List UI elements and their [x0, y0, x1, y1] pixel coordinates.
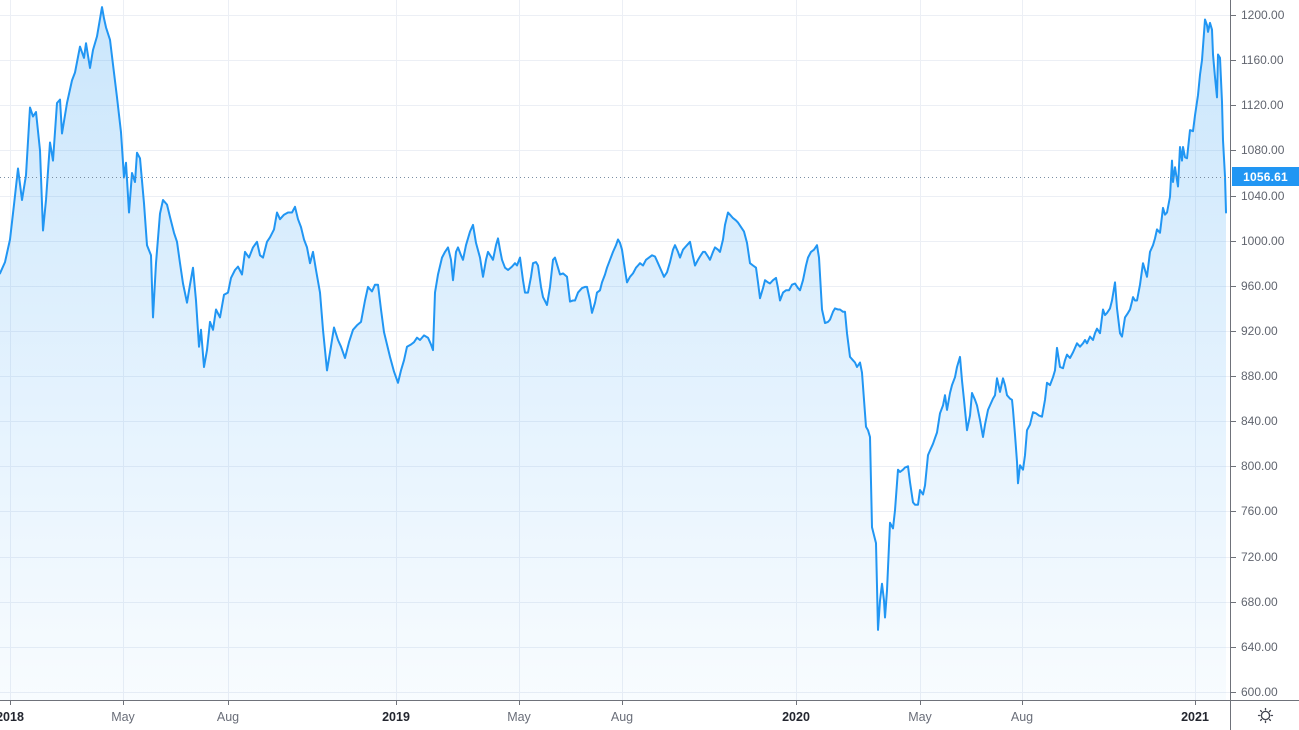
price-tick-mark: [1231, 376, 1236, 377]
price-tick-mark: [1231, 105, 1236, 106]
time-tick-label: Aug: [1010, 710, 1034, 724]
price-tick-mark: [1231, 241, 1236, 242]
time-tick-mark: [10, 701, 11, 705]
time-tick-mark: [123, 701, 124, 705]
last-price-label: 1056.61: [1232, 167, 1299, 186]
price-tick-mark: [1231, 15, 1236, 16]
time-tick-label: 2018: [0, 710, 24, 724]
axis-settings-corner: [1230, 700, 1299, 730]
price-tick-mark: [1231, 60, 1236, 61]
price-tick-label: 640.00: [1241, 640, 1278, 654]
price-tick-label: 840.00: [1241, 414, 1278, 428]
price-line-series: [0, 6, 1227, 631]
price-tick-label: 880.00: [1241, 369, 1278, 383]
time-tick-label: May: [507, 710, 531, 724]
chart-canvas[interactable]: [0, 0, 1230, 700]
price-tick-label: 960.00: [1241, 279, 1278, 293]
time-tick-mark: [519, 701, 520, 705]
price-scale-settings-button[interactable]: [1256, 706, 1275, 725]
time-tick-mark: [396, 701, 397, 705]
price-tick-label: 1080.00: [1241, 143, 1285, 157]
time-tick-label: 2020: [782, 710, 810, 724]
price-tick-label: 920.00: [1241, 324, 1278, 338]
price-tick-label: 1120.00: [1241, 98, 1284, 112]
price-tick-mark: [1231, 150, 1236, 151]
price-tick-label: 680.00: [1241, 595, 1278, 609]
chart-pane[interactable]: [0, 0, 1230, 700]
price-tick-label: 1160.00: [1241, 53, 1284, 67]
time-tick-label: May: [908, 710, 932, 724]
price-tick-mark: [1231, 331, 1236, 332]
price-tick-label: 760.00: [1241, 504, 1278, 518]
price-tick-mark: [1231, 286, 1236, 287]
price-area-fill: [0, 7, 1226, 700]
price-tick-mark: [1231, 466, 1236, 467]
time-tick-mark: [228, 701, 229, 705]
time-tick-mark: [920, 701, 921, 705]
price-tick-mark: [1231, 692, 1236, 693]
price-tick-mark: [1231, 511, 1236, 512]
time-tick-mark: [622, 701, 623, 705]
price-tick-label: 720.00: [1241, 550, 1278, 564]
time-tick-label: 2019: [382, 710, 410, 724]
time-tick-mark: [1195, 701, 1196, 705]
price-tick-label: 1200.00: [1241, 8, 1285, 22]
gear-icon: [1257, 707, 1273, 724]
time-axis[interactable]: 2018 May Aug 2019 May Aug 2020 May Aug 2021: [0, 700, 1230, 730]
price-tick-label: 1040.00: [1241, 189, 1285, 203]
time-tick-label: May: [111, 710, 135, 724]
price-tick-mark: [1231, 647, 1236, 648]
time-tick-mark: [1022, 701, 1023, 705]
price-tick-mark: [1231, 421, 1236, 422]
price-axis[interactable]: 1056.61 1200.00 1160.00 1120.00 1080.00 1040…: [1230, 0, 1299, 700]
time-tick-mark: [796, 701, 797, 705]
price-tick-label: 600.00: [1241, 685, 1278, 699]
price-tick-mark: [1231, 557, 1236, 558]
time-tick-label: Aug: [216, 710, 240, 724]
price-tick-mark: [1231, 196, 1236, 197]
price-tick-label: 800.00: [1241, 459, 1278, 473]
time-tick-label: 2021: [1181, 710, 1209, 724]
time-tick-label: Aug: [610, 710, 634, 724]
price-tick-mark: [1231, 602, 1236, 603]
price-tick-label: 1000.00: [1241, 234, 1285, 248]
